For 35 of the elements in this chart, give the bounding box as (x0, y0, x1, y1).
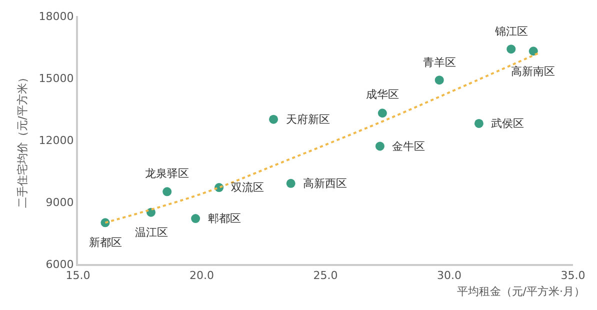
point (375, 142, 384, 151)
x-tick-label: 20.0 (190, 269, 214, 282)
annotation: 锦江区 (494, 25, 528, 38)
annotation: 新都区 (89, 236, 122, 249)
annotation: 高新西区 (303, 177, 347, 190)
annotation: 武侯区 (491, 117, 524, 130)
x-tick-label: 25.0 (313, 269, 338, 282)
annotation: 郫都区 (208, 212, 241, 225)
point (286, 178, 296, 188)
point (269, 114, 278, 124)
annotation: 龙泉驿区 (145, 167, 189, 180)
y-axis-title: 二手住宅均价（元/平方米） (16, 72, 29, 208)
x-tick-label: 30.0 (437, 269, 462, 282)
point (506, 44, 516, 54)
y-tick-label: 18000 (38, 10, 74, 23)
x-axis-title: 平均租金（元/平方米·月） (456, 284, 585, 298)
y-tick-label: 12000 (38, 134, 74, 147)
annotation: 青羊区 (423, 56, 456, 69)
point (528, 46, 538, 56)
x-tick-label: 15.0 (66, 269, 90, 282)
annotation: 天府新区 (286, 113, 330, 126)
annotation: 双流区 (231, 181, 264, 194)
x-tick-label: 35.0 (560, 269, 586, 282)
point (191, 214, 200, 224)
point (162, 187, 172, 196)
point (474, 118, 484, 128)
annotation: 高新南区 (511, 65, 555, 78)
annotation: 温江区 (135, 226, 168, 239)
annotation: 金牛区 (392, 140, 425, 153)
annotation: 成华区 (366, 88, 399, 101)
y-tick-label: 9000 (46, 196, 74, 209)
y-tick-label: 6000 (46, 258, 74, 271)
point (378, 108, 387, 118)
point (434, 76, 444, 85)
y-tick-label: 15000 (38, 72, 74, 85)
